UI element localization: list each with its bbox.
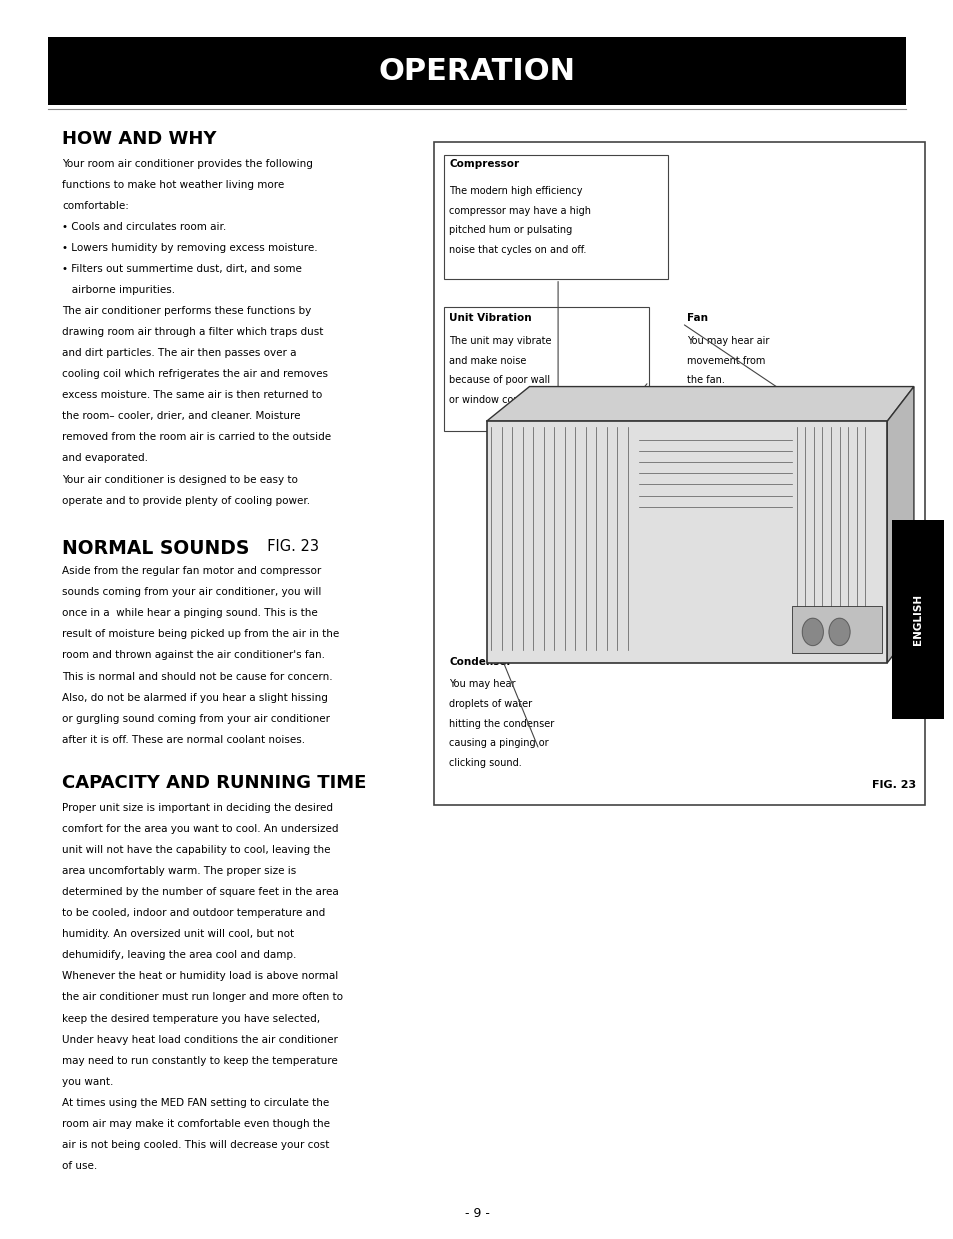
Text: noise that cycles on and off.: noise that cycles on and off. [449, 245, 586, 255]
Text: droplets of water: droplets of water [449, 699, 532, 709]
Circle shape [801, 618, 822, 646]
Text: airborne impurities.: airborne impurities. [62, 285, 175, 295]
Bar [791, 606, 882, 653]
Text: causing a pinging or: causing a pinging or [449, 738, 548, 748]
Text: Under heavy heat load conditions the air conditioner: Under heavy heat load conditions the air… [62, 1035, 337, 1044]
Text: pitched hum or pulsating: pitched hum or pulsating [449, 225, 572, 235]
Text: Whenever the heat or humidity load is above normal: Whenever the heat or humidity load is ab… [62, 971, 338, 981]
Text: drawing room air through a filter which traps dust: drawing room air through a filter which … [62, 327, 323, 337]
Text: Unit Vibration: Unit Vibration [449, 313, 532, 323]
Text: room and thrown against the air conditioner's fan.: room and thrown against the air conditio… [62, 650, 325, 660]
Text: At times using the MED FAN setting to circulate the: At times using the MED FAN setting to ci… [62, 1098, 329, 1108]
Text: FIG. 23: FIG. 23 [871, 781, 915, 790]
Bar [443, 307, 648, 431]
Text: the air conditioner must run longer and more often to: the air conditioner must run longer and … [62, 992, 343, 1002]
Text: Aside from the regular fan motor and compressor: Aside from the regular fan motor and com… [62, 566, 321, 576]
Text: to be cooled, indoor and outdoor temperature and: to be cooled, indoor and outdoor tempera… [62, 908, 325, 918]
Text: clicking sound.: clicking sound. [449, 758, 521, 768]
Text: air is not being cooled. This will decrease your cost: air is not being cooled. This will decre… [62, 1140, 329, 1150]
Text: • Lowers humidity by removing excess moisture.: • Lowers humidity by removing excess moi… [62, 243, 317, 253]
Text: The unit may vibrate: The unit may vibrate [449, 336, 551, 346]
Text: or gurgling sound coming from your air conditioner: or gurgling sound coming from your air c… [62, 714, 330, 724]
Text: area uncomfortably warm. The proper size is: area uncomfortably warm. The proper size… [62, 866, 296, 876]
Text: hitting the condenser: hitting the condenser [449, 719, 554, 729]
Text: comfort for the area you want to cool. An undersized: comfort for the area you want to cool. A… [62, 824, 338, 834]
Text: Your room air conditioner provides the following: Your room air conditioner provides the f… [62, 159, 313, 169]
Text: compressor may have a high: compressor may have a high [449, 206, 591, 216]
Text: may need to run constantly to keep the temperature: may need to run constantly to keep the t… [62, 1056, 337, 1066]
Text: the fan.: the fan. [686, 375, 724, 385]
Text: dehumidify, leaving the area cool and damp.: dehumidify, leaving the area cool and da… [62, 950, 296, 960]
Text: comfortable:: comfortable: [62, 201, 129, 211]
Text: of use.: of use. [62, 1161, 97, 1171]
Text: the room– cooler, drier, and cleaner. Moisture: the room– cooler, drier, and cleaner. Mo… [62, 411, 300, 421]
Text: You may hear: You may hear [449, 679, 516, 689]
Polygon shape [886, 387, 913, 663]
Text: or window construction.: or window construction. [449, 395, 566, 405]
Text: FIG. 23: FIG. 23 [257, 539, 318, 554]
Text: Fan: Fan [686, 313, 707, 323]
Text: CAPACITY AND RUNNING TIME: CAPACITY AND RUNNING TIME [62, 774, 366, 793]
Bar [48, 37, 905, 105]
Text: movement from: movement from [686, 356, 764, 366]
Text: humidity. An oversized unit will cool, but not: humidity. An oversized unit will cool, b… [62, 929, 294, 939]
Text: unit will not have the capability to cool, leaving the: unit will not have the capability to coo… [62, 845, 330, 855]
Text: cooling coil which refrigerates the air and removes: cooling coil which refrigerates the air … [62, 369, 328, 379]
Text: after it is off. These are normal coolant noises.: after it is off. These are normal coolan… [62, 735, 305, 745]
Text: Also, do not be alarmed if you hear a slight hissing: Also, do not be alarmed if you hear a sl… [62, 693, 328, 703]
Polygon shape [486, 387, 913, 421]
Text: ENGLISH: ENGLISH [912, 593, 923, 646]
Text: Your air conditioner is designed to be easy to: Your air conditioner is designed to be e… [62, 475, 297, 484]
Text: NORMAL SOUNDS: NORMAL SOUNDS [62, 539, 249, 558]
Text: sounds coming from your air conditioner, you will: sounds coming from your air conditioner,… [62, 587, 321, 597]
Text: Condenser: Condenser [449, 657, 512, 667]
Text: You may hear air: You may hear air [686, 336, 768, 346]
Text: functions to make hot weather living more: functions to make hot weather living mor… [62, 180, 284, 190]
Text: because of poor wall: because of poor wall [449, 375, 550, 385]
Text: determined by the number of square feet in the area: determined by the number of square feet … [62, 887, 338, 897]
Text: • Cools and circulates room air.: • Cools and circulates room air. [62, 222, 226, 232]
Text: removed from the room air is carried to the outside: removed from the room air is carried to … [62, 432, 331, 442]
Text: HOW AND WHY: HOW AND WHY [62, 130, 216, 149]
Text: The modern high efficiency: The modern high efficiency [449, 186, 582, 196]
Circle shape [828, 618, 849, 646]
Text: you want.: you want. [62, 1077, 113, 1087]
Text: and evaporated.: and evaporated. [62, 453, 148, 463]
Text: The air conditioner performs these functions by: The air conditioner performs these funct… [62, 306, 311, 316]
Text: result of moisture being picked up from the air in the: result of moisture being picked up from … [62, 629, 339, 639]
Text: Compressor: Compressor [449, 159, 519, 169]
Text: This is normal and should not be cause for concern.: This is normal and should not be cause f… [62, 672, 333, 681]
Text: • Filters out summertime dust, dirt, and some: • Filters out summertime dust, dirt, and… [62, 264, 301, 274]
Text: - 9 -: - 9 - [464, 1208, 489, 1220]
Text: keep the desired temperature you have selected,: keep the desired temperature you have se… [62, 1014, 320, 1023]
Text: operate and to provide plenty of cooling power.: operate and to provide plenty of cooling… [62, 496, 310, 506]
Bar [486, 421, 886, 663]
Text: and make noise: and make noise [449, 356, 526, 366]
Bar [443, 155, 667, 279]
Text: room air may make it comfortable even though the: room air may make it comfortable even th… [62, 1119, 330, 1129]
Text: OPERATION: OPERATION [378, 57, 575, 87]
Text: Proper unit size is important in deciding the desired: Proper unit size is important in decidin… [62, 803, 333, 813]
Bar [891, 520, 943, 719]
Text: once in a  while hear a pinging sound. This is the: once in a while hear a pinging sound. Th… [62, 608, 317, 618]
Bar [434, 142, 924, 805]
Text: excess moisture. The same air is then returned to: excess moisture. The same air is then re… [62, 390, 322, 400]
Text: and dirt particles. The air then passes over a: and dirt particles. The air then passes … [62, 348, 296, 358]
